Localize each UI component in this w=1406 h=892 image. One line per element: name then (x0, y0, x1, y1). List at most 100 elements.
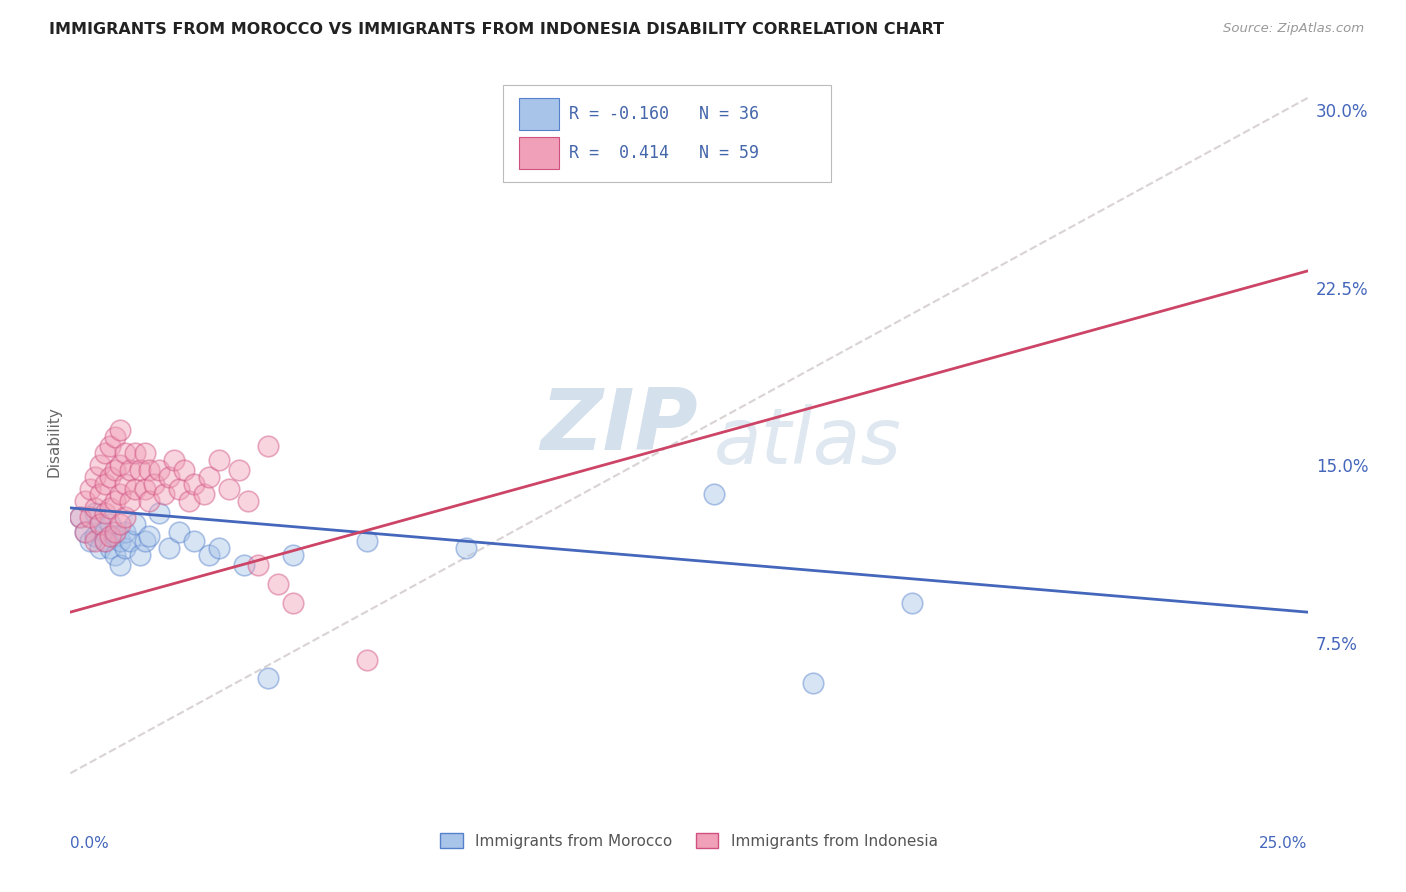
Point (143, 477, 166, 491)
Point (108, 458, 131, 473)
Point (138, 463, 160, 477)
Point (108, 517, 131, 532)
Point (232, 558, 254, 572)
Point (157, 470, 180, 484)
Point (79, 510, 101, 524)
Text: R =  0.414   N = 59: R = 0.414 N = 59 (569, 144, 759, 161)
Point (456, 541, 478, 556)
Point (703, 486, 725, 500)
Point (114, 541, 136, 556)
Point (108, 486, 131, 500)
FancyBboxPatch shape (519, 136, 560, 169)
Point (118, 493, 141, 508)
Text: 0.0%: 0.0% (70, 836, 110, 851)
Point (208, 541, 231, 556)
Point (134, 446, 156, 460)
Point (84, 470, 107, 484)
Legend: Immigrants from Morocco, Immigrants from Indonesia: Immigrants from Morocco, Immigrants from… (434, 827, 943, 855)
Point (104, 463, 127, 477)
Text: IMMIGRANTS FROM MOROCCO VS IMMIGRANTS FROM INDONESIA DISABILITY CORRELATION CHAR: IMMIGRANTS FROM MOROCCO VS IMMIGRANTS FR… (49, 22, 945, 37)
Point (281, 548, 304, 563)
Point (124, 446, 146, 460)
Point (89, 541, 111, 556)
Point (124, 482, 146, 496)
Point (801, 676, 824, 690)
Point (238, 493, 260, 508)
Point (98, 541, 121, 556)
Point (356, 534, 378, 549)
Point (198, 548, 221, 563)
Point (104, 548, 127, 563)
Point (257, 439, 280, 453)
Point (104, 529, 127, 543)
FancyBboxPatch shape (519, 98, 560, 130)
Point (218, 482, 240, 496)
Point (108, 558, 131, 572)
Point (118, 463, 141, 477)
Point (356, 652, 378, 666)
Point (157, 541, 180, 556)
Point (228, 463, 250, 477)
Y-axis label: Disability: Disability (46, 406, 62, 477)
Point (134, 482, 156, 496)
Point (94, 477, 117, 491)
Point (173, 463, 195, 477)
Point (128, 548, 150, 563)
Point (114, 510, 136, 524)
Point (148, 506, 170, 520)
Point (163, 453, 186, 467)
Point (94, 534, 117, 549)
Point (193, 486, 215, 500)
Point (118, 534, 141, 549)
Point (94, 506, 117, 520)
Point (128, 463, 150, 477)
Point (84, 506, 107, 520)
Point (900, 596, 922, 610)
Point (208, 453, 231, 467)
Text: atlas: atlas (714, 403, 901, 480)
Point (98, 517, 121, 532)
Point (89, 486, 111, 500)
Text: 25.0%: 25.0% (1260, 836, 1308, 851)
Point (138, 529, 160, 543)
Point (267, 576, 290, 591)
Point (138, 493, 160, 508)
Point (153, 486, 176, 500)
Point (98, 470, 121, 484)
Point (108, 423, 131, 437)
Point (183, 534, 205, 549)
Point (183, 477, 205, 491)
Text: ZIP: ZIP (540, 384, 699, 468)
Point (84, 529, 107, 543)
Point (94, 446, 117, 460)
Point (89, 458, 111, 473)
Point (98, 500, 121, 515)
Point (281, 596, 304, 610)
Point (114, 477, 136, 491)
Point (257, 672, 280, 686)
Point (79, 482, 101, 496)
Point (84, 500, 107, 515)
Point (75, 524, 97, 539)
Point (104, 524, 127, 539)
Point (148, 463, 170, 477)
Point (75, 524, 97, 539)
Point (89, 517, 111, 532)
Point (108, 534, 131, 549)
Point (198, 470, 221, 484)
Point (114, 446, 136, 460)
Point (114, 524, 136, 539)
Point (94, 524, 117, 539)
Point (89, 517, 111, 532)
Point (247, 558, 270, 572)
Point (75, 493, 97, 508)
Point (69, 510, 91, 524)
Point (104, 430, 127, 444)
Text: R = -0.160   N = 36: R = -0.160 N = 36 (569, 105, 759, 123)
Point (167, 524, 190, 539)
Point (98, 439, 121, 453)
Point (167, 482, 190, 496)
Point (98, 529, 121, 543)
FancyBboxPatch shape (503, 85, 831, 182)
Point (134, 534, 156, 549)
